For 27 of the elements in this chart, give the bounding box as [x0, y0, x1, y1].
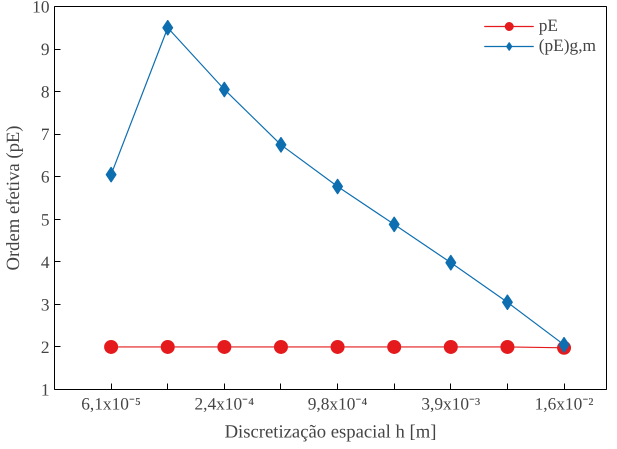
- y-tick-label: 7: [40, 125, 50, 144]
- point: [387, 340, 402, 354]
- y-tick-label: 9: [40, 40, 50, 60]
- y-tick-label: 4: [40, 252, 50, 272]
- x-axis-title: Discretização espacial h [m]: [224, 422, 436, 442]
- y-tick-label: 2: [40, 338, 50, 357]
- y-tick-label: 5: [40, 210, 50, 230]
- point: [217, 340, 232, 354]
- x-tick-label: 2,4x10⁻⁴: [194, 394, 254, 414]
- point: [160, 340, 175, 354]
- y-tick-label: 3: [40, 295, 50, 314]
- y-tick-label: 1: [40, 380, 50, 400]
- legend-label: pE: [538, 16, 559, 36]
- x-tick-label: 9,8x10⁻⁴: [308, 394, 368, 414]
- x-tick-label: 1,6x10⁻²: [534, 394, 594, 414]
- legend-label: (pE)g,m: [538, 36, 596, 56]
- point: [104, 340, 118, 354]
- point: [330, 340, 345, 354]
- y-axis-title: Ordem efetiva (pE): [3, 125, 24, 271]
- x-tick-label: 3,9x10⁻³: [421, 394, 480, 414]
- x-tick-label: 6,1x10⁻⁵: [81, 394, 141, 414]
- y-tick-label: 8: [40, 82, 50, 102]
- point: [500, 340, 514, 354]
- point: [444, 340, 458, 354]
- y-tick-label: 10: [32, 0, 50, 16]
- y-tick-label: 6: [40, 168, 50, 187]
- point: [274, 340, 288, 354]
